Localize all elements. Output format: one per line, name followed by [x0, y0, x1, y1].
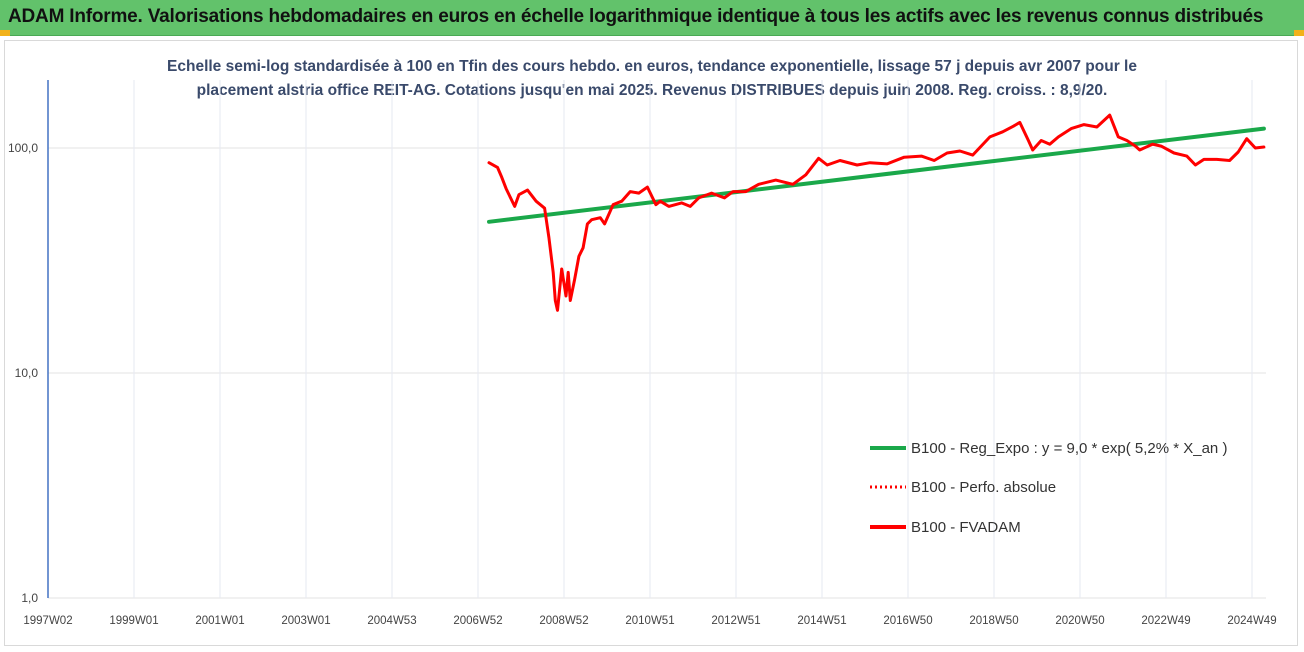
x-tick-label: 2001W01 — [195, 615, 244, 627]
x-tick-label: 1999W01 — [109, 615, 158, 627]
chart-subtitle-line2: placement alstria office REIT-AG. Cotati… — [196, 82, 1108, 99]
title-banner: ADAM Informe. Valorisations hebdomadaire… — [0, 0, 1304, 36]
y-tick-label: 1,0 — [21, 591, 38, 605]
x-tick-label: 2012W51 — [711, 615, 760, 627]
x-tick-label: 2020W50 — [1055, 615, 1104, 627]
legend-fvadam-label: B100 - FVADAM — [911, 519, 1021, 536]
y-tick-label: 10,0 — [15, 366, 39, 380]
legend-regression-label: B100 - Reg_Expo : y = 9,0 * exp( 5,2% * … — [911, 440, 1227, 457]
report-title: ADAM Informe. Valorisations hebdomadaire… — [8, 6, 1264, 27]
series-lines — [487, 113, 1266, 312]
x-tick-label: 2006W52 — [453, 615, 502, 627]
x-tick-label: 2008W52 — [539, 615, 588, 627]
grid-lines — [48, 80, 1266, 599]
regression-line — [487, 126, 1266, 224]
x-tick-label: 1997W02 — [23, 615, 72, 627]
fvadam-line — [487, 113, 1266, 312]
chart-subtitle-line1: Echelle semi-log standardisée à 100 en T… — [167, 58, 1137, 75]
x-tick-label: 2004W53 — [367, 615, 416, 627]
legend-perfo-absolue-label: B100 - Perfo. absolue — [911, 479, 1056, 496]
x-tick-label: 2016W50 — [883, 615, 932, 627]
y-tick-label: 100,0 — [8, 141, 38, 155]
legend: B100 - Reg_Expo : y = 9,0 * exp( 5,2% * … — [870, 440, 1227, 536]
x-tick-label: 2010W51 — [625, 615, 674, 627]
chart-frame — [4, 40, 1298, 646]
x-tick-label: 2014W51 — [797, 615, 846, 627]
x-tick-label: 2022W49 — [1141, 615, 1190, 627]
corner-mark-left — [0, 30, 10, 36]
x-tick-label: 2024W49 — [1227, 615, 1276, 627]
x-tick-label: 2003W01 — [281, 615, 330, 627]
axes: 1997W02 1999W01 2001W01 2003W01 2004W53 2006W… — [8, 80, 1277, 627]
x-tick-label: 2018W50 — [969, 615, 1018, 627]
corner-mark-right — [1294, 30, 1304, 36]
